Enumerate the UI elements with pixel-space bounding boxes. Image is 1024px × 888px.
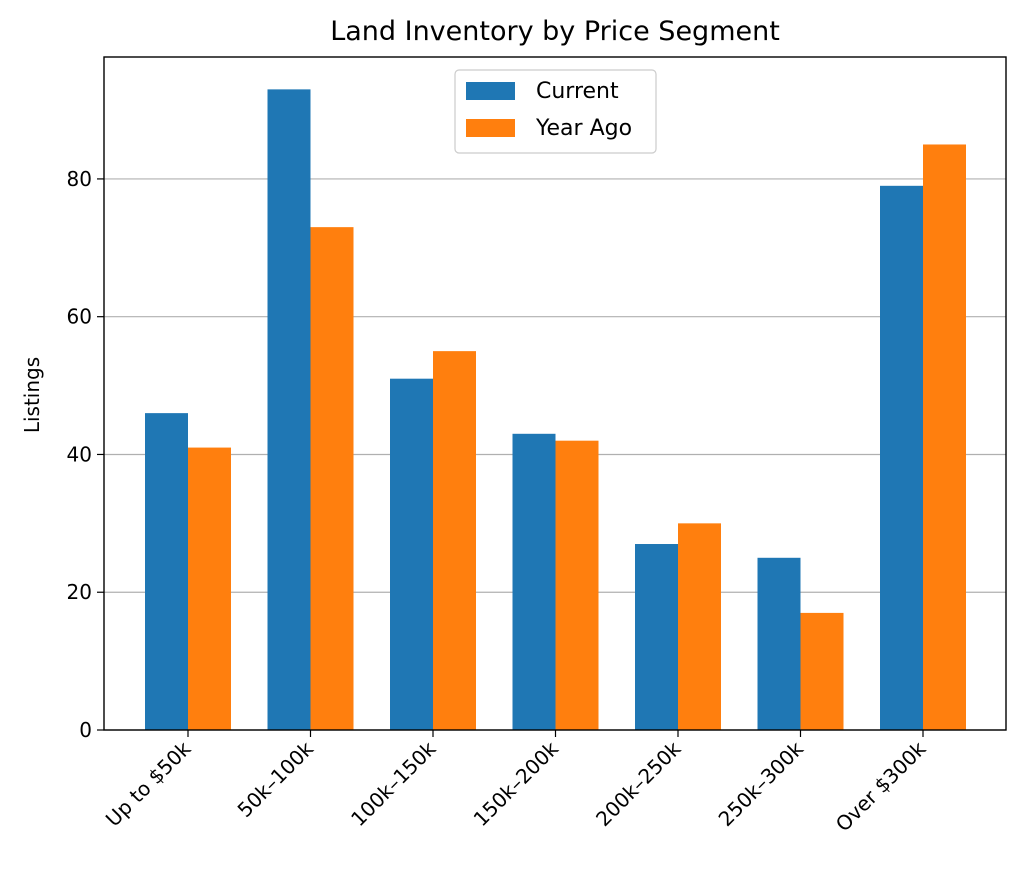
legend-swatch-year-ago xyxy=(466,119,515,137)
bar-current-5 xyxy=(757,557,801,730)
y-tick-label-40: 40 xyxy=(67,442,92,466)
y-tick-label-60: 60 xyxy=(67,305,92,329)
bar-current-0 xyxy=(145,413,188,730)
bar-year-ago-2 xyxy=(433,351,476,730)
y-tick-label-0: 0 xyxy=(79,718,92,742)
bar-year-ago-4 xyxy=(678,523,721,730)
y-tick-label-80: 80 xyxy=(67,167,92,191)
bar-current-3 xyxy=(512,433,556,730)
bars xyxy=(145,89,966,731)
legend-label-year-ago: Year Ago xyxy=(535,116,632,141)
y-tick-label-20: 20 xyxy=(67,580,92,604)
bar-current-6 xyxy=(880,185,923,730)
bar-year-ago-1 xyxy=(310,227,354,730)
bar-current-2 xyxy=(390,378,433,730)
bar-current-1 xyxy=(267,89,311,731)
y-ticks: 0 20 40 60 80 xyxy=(67,167,104,742)
bar-current-4 xyxy=(635,544,678,730)
y-axis-label: Listings xyxy=(20,357,44,433)
bar-year-ago-0 xyxy=(188,447,231,730)
legend: Current Year Ago xyxy=(454,69,657,154)
bar-year-ago-6 xyxy=(923,144,966,731)
bar-year-ago-5 xyxy=(800,612,844,730)
bar-year-ago-3 xyxy=(555,440,599,730)
legend-label-current: Current xyxy=(536,79,619,104)
chart-title: Land Inventory by Price Segment xyxy=(330,16,780,47)
legend-swatch-current xyxy=(466,82,515,100)
